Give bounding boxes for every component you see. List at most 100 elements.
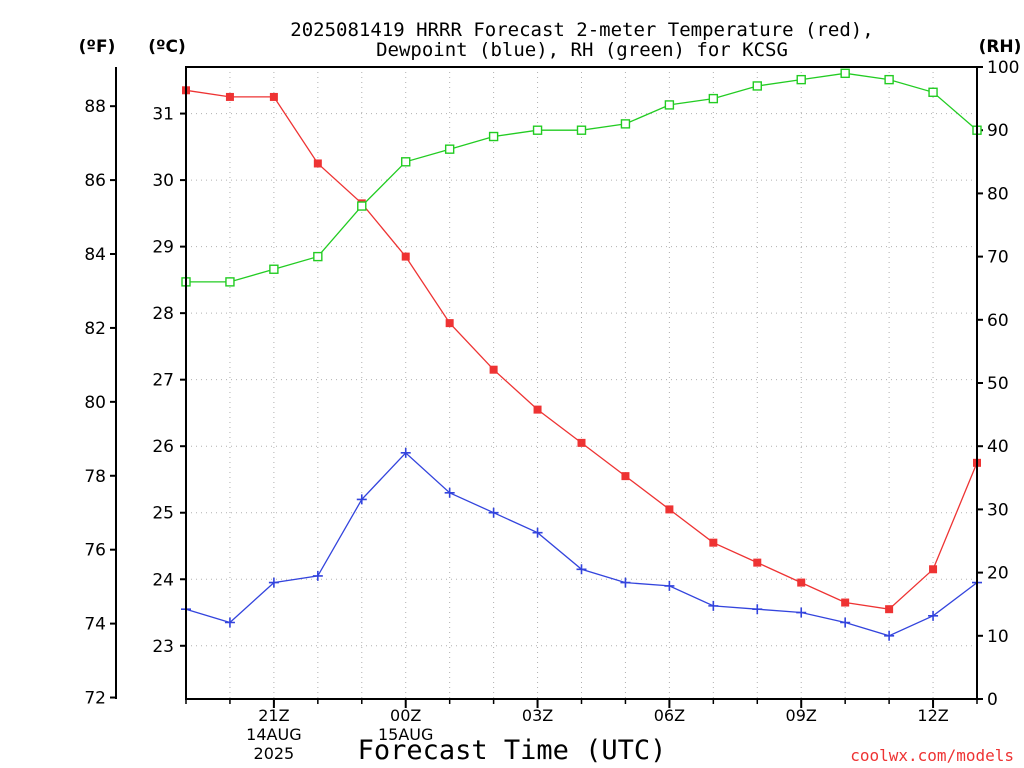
temperature-point <box>753 558 762 567</box>
rh-point <box>796 74 806 85</box>
celsius-tick-label: 24 <box>152 570 174 590</box>
rh-point <box>928 87 938 97</box>
dewpoint-point <box>840 617 851 628</box>
temperature-point <box>577 438 586 447</box>
x-tick-label: 21Z <box>258 706 289 725</box>
rh-tick-label: 20 <box>987 564 1009 584</box>
dewpoint-point <box>268 577 279 588</box>
temperature-point <box>445 319 454 328</box>
series-layer <box>181 68 982 641</box>
rh-point <box>225 277 235 287</box>
dewpoint-point <box>752 604 763 615</box>
rh-tick-label: 90 <box>987 121 1009 141</box>
credit-text: coolwx.com/models <box>850 746 1014 765</box>
x-tick-label: 06Z <box>654 706 685 725</box>
celsius-tick-label: 25 <box>152 504 174 524</box>
celsius-tick-label: 26 <box>152 437 174 457</box>
rh-point <box>884 74 894 85</box>
chart-title-line-2: Dewpoint (blue), RH (green) for KCSG <box>376 39 788 61</box>
dewpoint-point <box>312 570 323 581</box>
rh-point <box>488 131 499 142</box>
rh-point <box>401 157 411 167</box>
rh-point <box>840 68 850 79</box>
fahrenheit-unit-label: (ºF) <box>79 37 116 57</box>
dewpoint-point <box>488 507 499 518</box>
temperature-line <box>185 89 978 610</box>
temperature-point <box>313 159 322 168</box>
rh-point <box>313 251 323 262</box>
celsius-unit-label: (ºC) <box>148 37 186 57</box>
temperature-point <box>401 252 410 261</box>
fahrenheit-tick-label: 74 <box>84 615 106 635</box>
plot-frame <box>185 66 978 700</box>
temperature-point <box>841 598 850 607</box>
fahrenheit-tick-label: 86 <box>84 171 106 191</box>
dewpoint-point <box>224 617 235 628</box>
rh-tick-label: 80 <box>987 184 1009 204</box>
rh-tick-label: 100 <box>987 58 1019 78</box>
rh-point <box>444 144 455 154</box>
x-tick-label: 00Z <box>390 706 421 725</box>
temperature-point <box>225 92 234 101</box>
temperature-point <box>709 538 718 547</box>
temperature-point <box>797 578 806 587</box>
temperature-point <box>533 405 542 414</box>
dewpoint-line <box>185 451 978 637</box>
fahrenheit-tick-label: 72 <box>84 689 106 709</box>
celsius-tick-label: 27 <box>152 371 174 391</box>
x-axis-label: Forecast Time (UTC) <box>358 735 667 766</box>
rh-point <box>620 119 631 129</box>
celsius-tick-label: 28 <box>152 304 174 324</box>
rh-tick-label: 30 <box>987 500 1009 520</box>
dewpoint-point <box>576 564 587 575</box>
rh-point <box>269 264 279 274</box>
fahrenheit-tick-label: 84 <box>84 245 106 265</box>
fahrenheit-tick-label: 88 <box>84 97 106 117</box>
fahrenheit-tick-label: 82 <box>84 319 106 339</box>
rh-tick-label: 70 <box>987 248 1009 268</box>
dewpoint-point <box>796 607 807 618</box>
x-tick-label: 2025 <box>254 744 295 763</box>
rh-unit-label: (RH) <box>979 37 1022 57</box>
rh-point <box>576 125 587 135</box>
temperature-point <box>269 92 278 101</box>
rh-point <box>532 125 543 135</box>
fahrenheit-tick-label: 76 <box>84 541 106 561</box>
fahrenheit-tick-label: 78 <box>84 467 106 487</box>
rh-tick-label: 60 <box>987 311 1009 331</box>
dewpoint-point <box>884 630 895 641</box>
x-tick-label: 15AUG <box>378 725 433 744</box>
temperature-point <box>929 565 938 574</box>
x-tick-label: 09Z <box>786 706 817 725</box>
rh-tick-label: 50 <box>987 374 1009 394</box>
dewpoint-point <box>620 577 631 588</box>
dewpoint-point <box>532 527 543 538</box>
temperature-point <box>489 365 498 374</box>
x-tick-label: 03Z <box>522 706 553 725</box>
celsius-tick-label: 29 <box>152 238 174 258</box>
rh-point <box>664 100 675 110</box>
temperature-point <box>621 472 630 481</box>
celsius-tick-label: 23 <box>152 637 174 657</box>
celsius-axis: 23 24 25 26 27 28 29 30 31 <box>152 105 186 657</box>
celsius-tick-label: 30 <box>152 171 174 191</box>
x-tick-label: 14AUG <box>246 725 301 744</box>
temperature-point <box>665 505 674 514</box>
rh-tick-label: 0 <box>987 690 998 710</box>
dewpoint-point <box>708 600 719 611</box>
rh-tick-label: 10 <box>987 627 1009 647</box>
rh-point <box>708 93 719 104</box>
rh-point <box>752 81 762 91</box>
dewpoint-point <box>444 487 455 498</box>
chart-title-line-1: 2025081419 HRRR Forecast 2-meter Tempera… <box>290 19 873 41</box>
dewpoint-point <box>400 447 411 458</box>
dewpoint-point <box>664 580 675 591</box>
fahrenheit-axis: 72 74 76 78 80 82 84 86 88 <box>84 67 117 709</box>
rh-axis: 0 10 20 30 40 50 60 70 80 90 100 <box>977 58 1019 710</box>
dewpoint-point <box>356 494 367 505</box>
fahrenheit-tick-label: 80 <box>84 393 106 413</box>
dewpoint-point <box>928 610 939 621</box>
celsius-tick-label: 31 <box>152 105 174 125</box>
